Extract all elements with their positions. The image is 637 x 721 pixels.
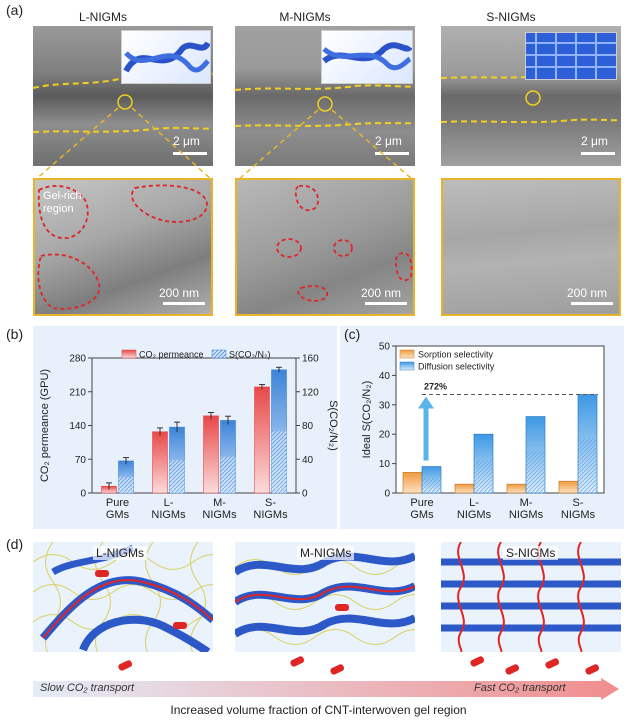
slow-transport-label: Slow CO₂ transport: [40, 682, 135, 694]
legend-swatch-permeance: [121, 349, 137, 359]
sem-cross-section-l: 2 μm: [33, 26, 213, 166]
bar-sorption: [506, 483, 527, 494]
tick-label-left-b: 280: [69, 354, 86, 365]
tick-label-right-b: 0: [302, 489, 308, 500]
category-label-c: L-: [469, 497, 479, 509]
increase-arrow-head: [418, 396, 434, 409]
tick-label-right-b: 80: [302, 421, 314, 432]
sem-cross-section-m: 2 μm: [235, 26, 415, 166]
tick-label-c: 50: [379, 342, 391, 353]
schematic-label-s: S-NIGMs: [503, 546, 559, 560]
category-label-b: NIGMs: [253, 509, 288, 521]
category-label-b: NIGMs: [202, 509, 237, 521]
scale-label-bottom-m: 200 nm: [361, 286, 402, 300]
tick-label-c: 20: [379, 430, 391, 441]
tick-label-left-b: 140: [69, 421, 86, 432]
category-label-b: NIGMs: [151, 509, 186, 521]
scale-label-top-s: 2 μm: [581, 134, 608, 148]
bar-sorption: [558, 480, 579, 494]
schematic-label-m: M-NIGMs: [297, 546, 355, 560]
category-label-c: M-: [520, 497, 533, 509]
cnt-inset-s: [525, 32, 617, 80]
category-label-b: M-: [213, 497, 226, 509]
category-label-c: NIGMs: [561, 509, 596, 521]
bar-sorption: [454, 483, 475, 494]
bar-sorption: [402, 472, 423, 494]
panel-label-c: (c): [344, 326, 361, 342]
tick-label-right-b: 40: [302, 455, 314, 466]
tick-label-left-b: 210: [69, 387, 86, 398]
category-label-c: S-: [573, 497, 584, 509]
co2-molecules-row: [118, 656, 600, 675]
gel-label-line1: Gel-rich: [43, 190, 82, 202]
y-axis-title-left-b: CO₂ permeance (GPU): [39, 369, 51, 482]
category-label-c: Pure: [410, 497, 433, 509]
scale-label-bottom-l: 200 nm: [159, 286, 200, 300]
schematic-label-l: L-NIGMs: [93, 546, 147, 560]
legend-swatch-sorption: [399, 349, 415, 359]
scale-label-bottom-s: 200 nm: [567, 286, 608, 300]
category-label-c: NIGMs: [509, 509, 544, 521]
panel-label-a: (a): [6, 2, 24, 18]
scale-label-top-l: 2 μm: [173, 134, 200, 148]
sem-zoom-s: 200 nm: [441, 178, 621, 316]
sem-cross-section-s: 2 μm: [441, 26, 621, 166]
scale-label-top-m: 2 μm: [375, 134, 402, 148]
column-title-s: S-NIGMs: [486, 10, 536, 24]
tick-label-left-b: 70: [75, 455, 87, 466]
tick-label-left-b: 0: [80, 489, 86, 500]
bar-selectivity-hatch: [220, 456, 236, 493]
schematic-m: M-NIGMs: [235, 542, 415, 652]
schematic-l: L-NIGMs: [33, 542, 213, 652]
fast-transport-label: Fast CO₂ transport: [474, 682, 566, 694]
annotation-272: 272%: [424, 382, 447, 392]
legend-swatch-selectivity: [211, 349, 227, 359]
panel-label-b: (b): [6, 326, 24, 342]
legend-label-diffusion: Diffusion selectivity: [418, 362, 495, 372]
cnt-inset-l: [121, 30, 211, 84]
bar-diffusion-hatch: [474, 460, 493, 493]
cnt-inset-m: [321, 30, 413, 84]
category-label-b: Pure: [106, 497, 129, 509]
tick-label-c: 40: [379, 371, 391, 382]
bar-selectivity-hatch: [271, 431, 287, 493]
schematic-s: S-NIGMs: [441, 542, 621, 652]
category-label-c: NIGMs: [457, 509, 492, 521]
category-label-b: L-: [164, 497, 174, 509]
sem-zoom-l: Gel-rich region 200 nm: [33, 178, 213, 316]
tick-label-c: 30: [379, 400, 391, 411]
y-axis-title-right-b: S(CO₂/N₂): [327, 400, 339, 451]
bar-selectivity-hatch: [118, 476, 134, 493]
tick-label-right-b: 160: [302, 354, 319, 365]
bar-diffusion-hatch: [422, 478, 441, 493]
column-title-m: M-NIGMs: [279, 10, 331, 24]
y-axis-title-c: Ideal S(CO₂/N₂): [361, 381, 373, 459]
legend-swatch-diffusion: [399, 361, 415, 371]
category-label-b: S-: [265, 497, 276, 509]
sem-zoom-m: 200 nm: [235, 178, 415, 316]
column-title-l: L-NIGMs: [79, 10, 127, 24]
category-label-c: GMs: [410, 509, 434, 521]
transport-arrow: [33, 678, 619, 700]
bar-selectivity-hatch: [169, 460, 185, 493]
panel-d-caption: Increased volume fraction of CNT-interwo…: [170, 703, 467, 717]
tick-label-right-b: 120: [302, 387, 319, 398]
tick-label-c: 0: [384, 489, 390, 500]
legend-label-permeance: CO₂ permeance: [139, 350, 204, 360]
tick-label-c: 10: [379, 459, 391, 470]
legend-label-sorption: Sorption selectivity: [418, 350, 494, 360]
gel-label-line2: region: [43, 203, 74, 215]
category-label-b: GMs: [106, 509, 130, 521]
bar-diffusion-hatch: [578, 438, 597, 493]
panel-label-d: (d): [6, 536, 24, 552]
legend-label-selectivity: S(CO₂/N₂): [229, 350, 270, 360]
bar-diffusion-hatch: [526, 450, 545, 493]
